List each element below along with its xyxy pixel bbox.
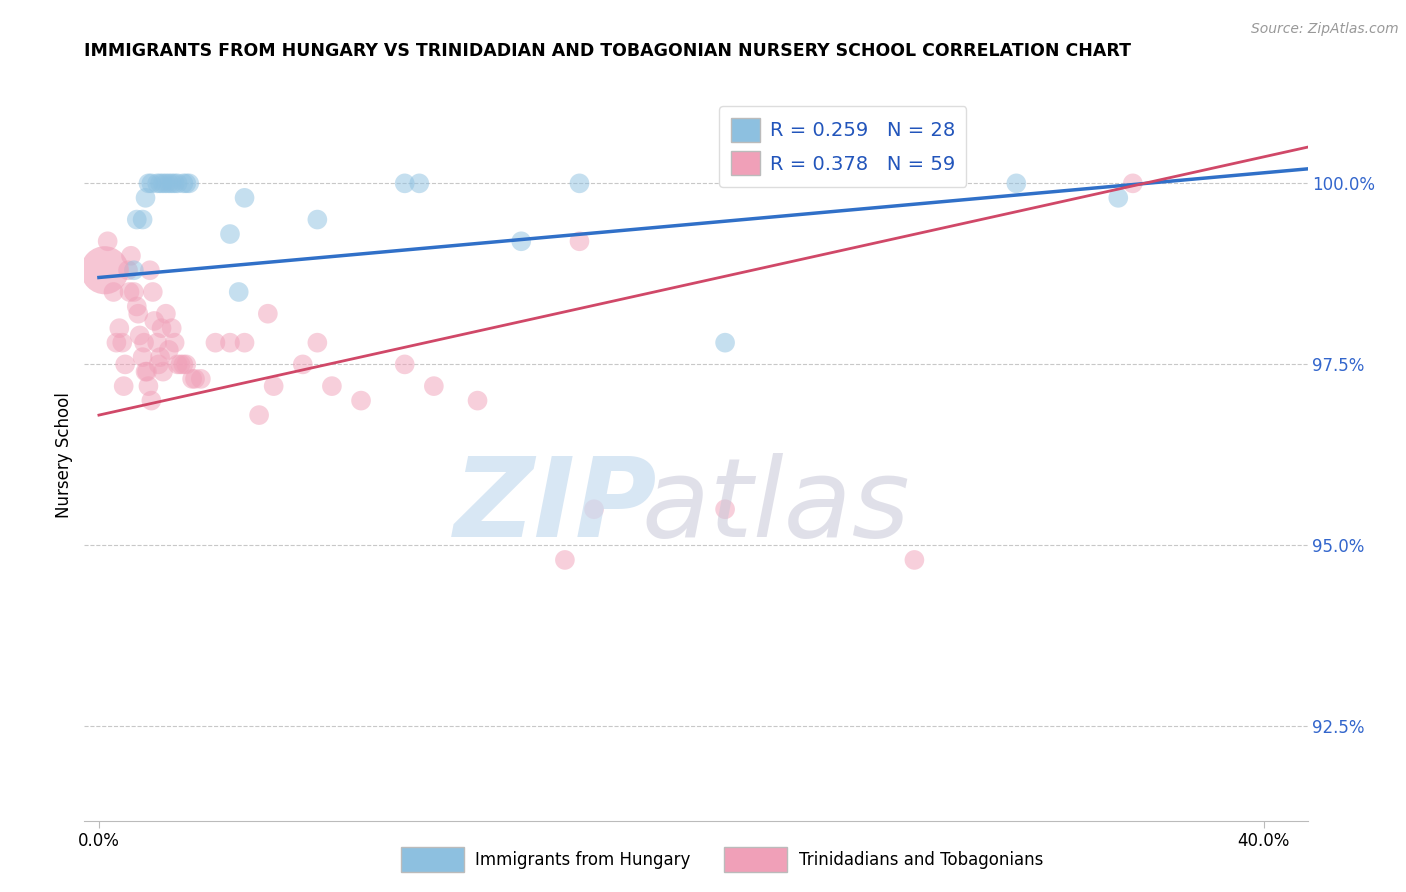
Point [152,177,174,191]
Point [184,372,207,386]
Point [714,335,737,350]
Point [190,372,212,386]
Point [157,177,180,191]
Point [111,335,134,350]
Point [149,177,172,191]
Point [568,177,591,191]
Point [150,321,173,335]
Point [568,234,591,248]
Point [138,379,160,393]
Point [138,177,160,191]
Point [163,177,186,191]
Point [307,212,329,227]
Point [204,335,226,350]
Point [169,358,191,372]
Point [166,177,188,191]
Point [163,335,186,350]
Point [247,408,270,422]
Point [1107,191,1129,205]
Point [228,285,250,299]
Point [155,177,177,191]
Point [125,212,148,227]
Point [141,393,163,408]
Point [146,177,169,191]
Point [219,227,242,241]
Point [172,177,194,191]
Point [257,307,280,321]
Point [97,234,120,248]
Point [155,307,177,321]
Point [142,285,165,299]
Text: Immigrants from Hungary: Immigrants from Hungary [475,851,690,869]
Point [307,335,329,350]
Point [122,285,145,299]
Point [903,553,925,567]
Point [139,263,162,277]
Point [131,212,153,227]
Point [172,358,194,372]
Point [131,350,153,364]
Point [233,191,256,205]
Point [174,177,197,191]
Point [1005,177,1028,191]
Point [160,177,183,191]
Point [233,335,256,350]
Point [179,177,201,191]
Point [93,263,115,277]
Point [128,328,150,343]
Point [263,379,285,393]
Point [122,263,145,277]
Point [148,358,170,372]
Point [118,285,141,299]
Point [219,335,242,350]
Point [141,177,163,191]
Text: ZIP: ZIP [454,452,657,559]
Point [149,350,172,364]
Point [143,314,166,328]
Point [152,365,174,379]
Point [394,177,416,191]
Point [108,321,131,335]
Point [714,502,737,516]
Point [583,502,606,516]
Y-axis label: Nursery School: Nursery School [55,392,73,518]
Point [408,177,430,191]
Point [394,358,416,372]
Point [146,335,169,350]
Point [181,372,204,386]
Point [136,365,159,379]
Point [554,553,576,567]
Point [120,249,142,263]
Point [105,335,128,350]
Point [132,335,155,350]
Text: Source: ZipAtlas.com: Source: ZipAtlas.com [1251,22,1399,37]
Point [166,358,188,372]
Point [127,307,149,321]
Text: IMMIGRANTS FROM HUNGARY VS TRINIDADIAN AND TOBAGONIAN NURSERY SCHOOL CORRELATION: IMMIGRANTS FROM HUNGARY VS TRINIDADIAN A… [84,42,1132,60]
Point [291,358,314,372]
Point [103,285,125,299]
Point [117,263,139,277]
Point [135,365,157,379]
Point [1122,177,1144,191]
Text: Trinidadians and Tobagonians: Trinidadians and Tobagonians [799,851,1043,869]
Point [135,191,157,205]
Legend: R = 0.259   N = 28, R = 0.378   N = 59: R = 0.259 N = 28, R = 0.378 N = 59 [718,106,966,186]
Point [350,393,373,408]
Point [321,379,343,393]
Point [125,300,148,314]
Point [174,358,197,372]
Text: atlas: atlas [641,452,910,559]
Point [510,234,533,248]
Point [160,321,183,335]
Point [112,379,135,393]
Point [467,393,489,408]
Point [157,343,180,357]
Point [423,379,446,393]
Point [114,358,136,372]
